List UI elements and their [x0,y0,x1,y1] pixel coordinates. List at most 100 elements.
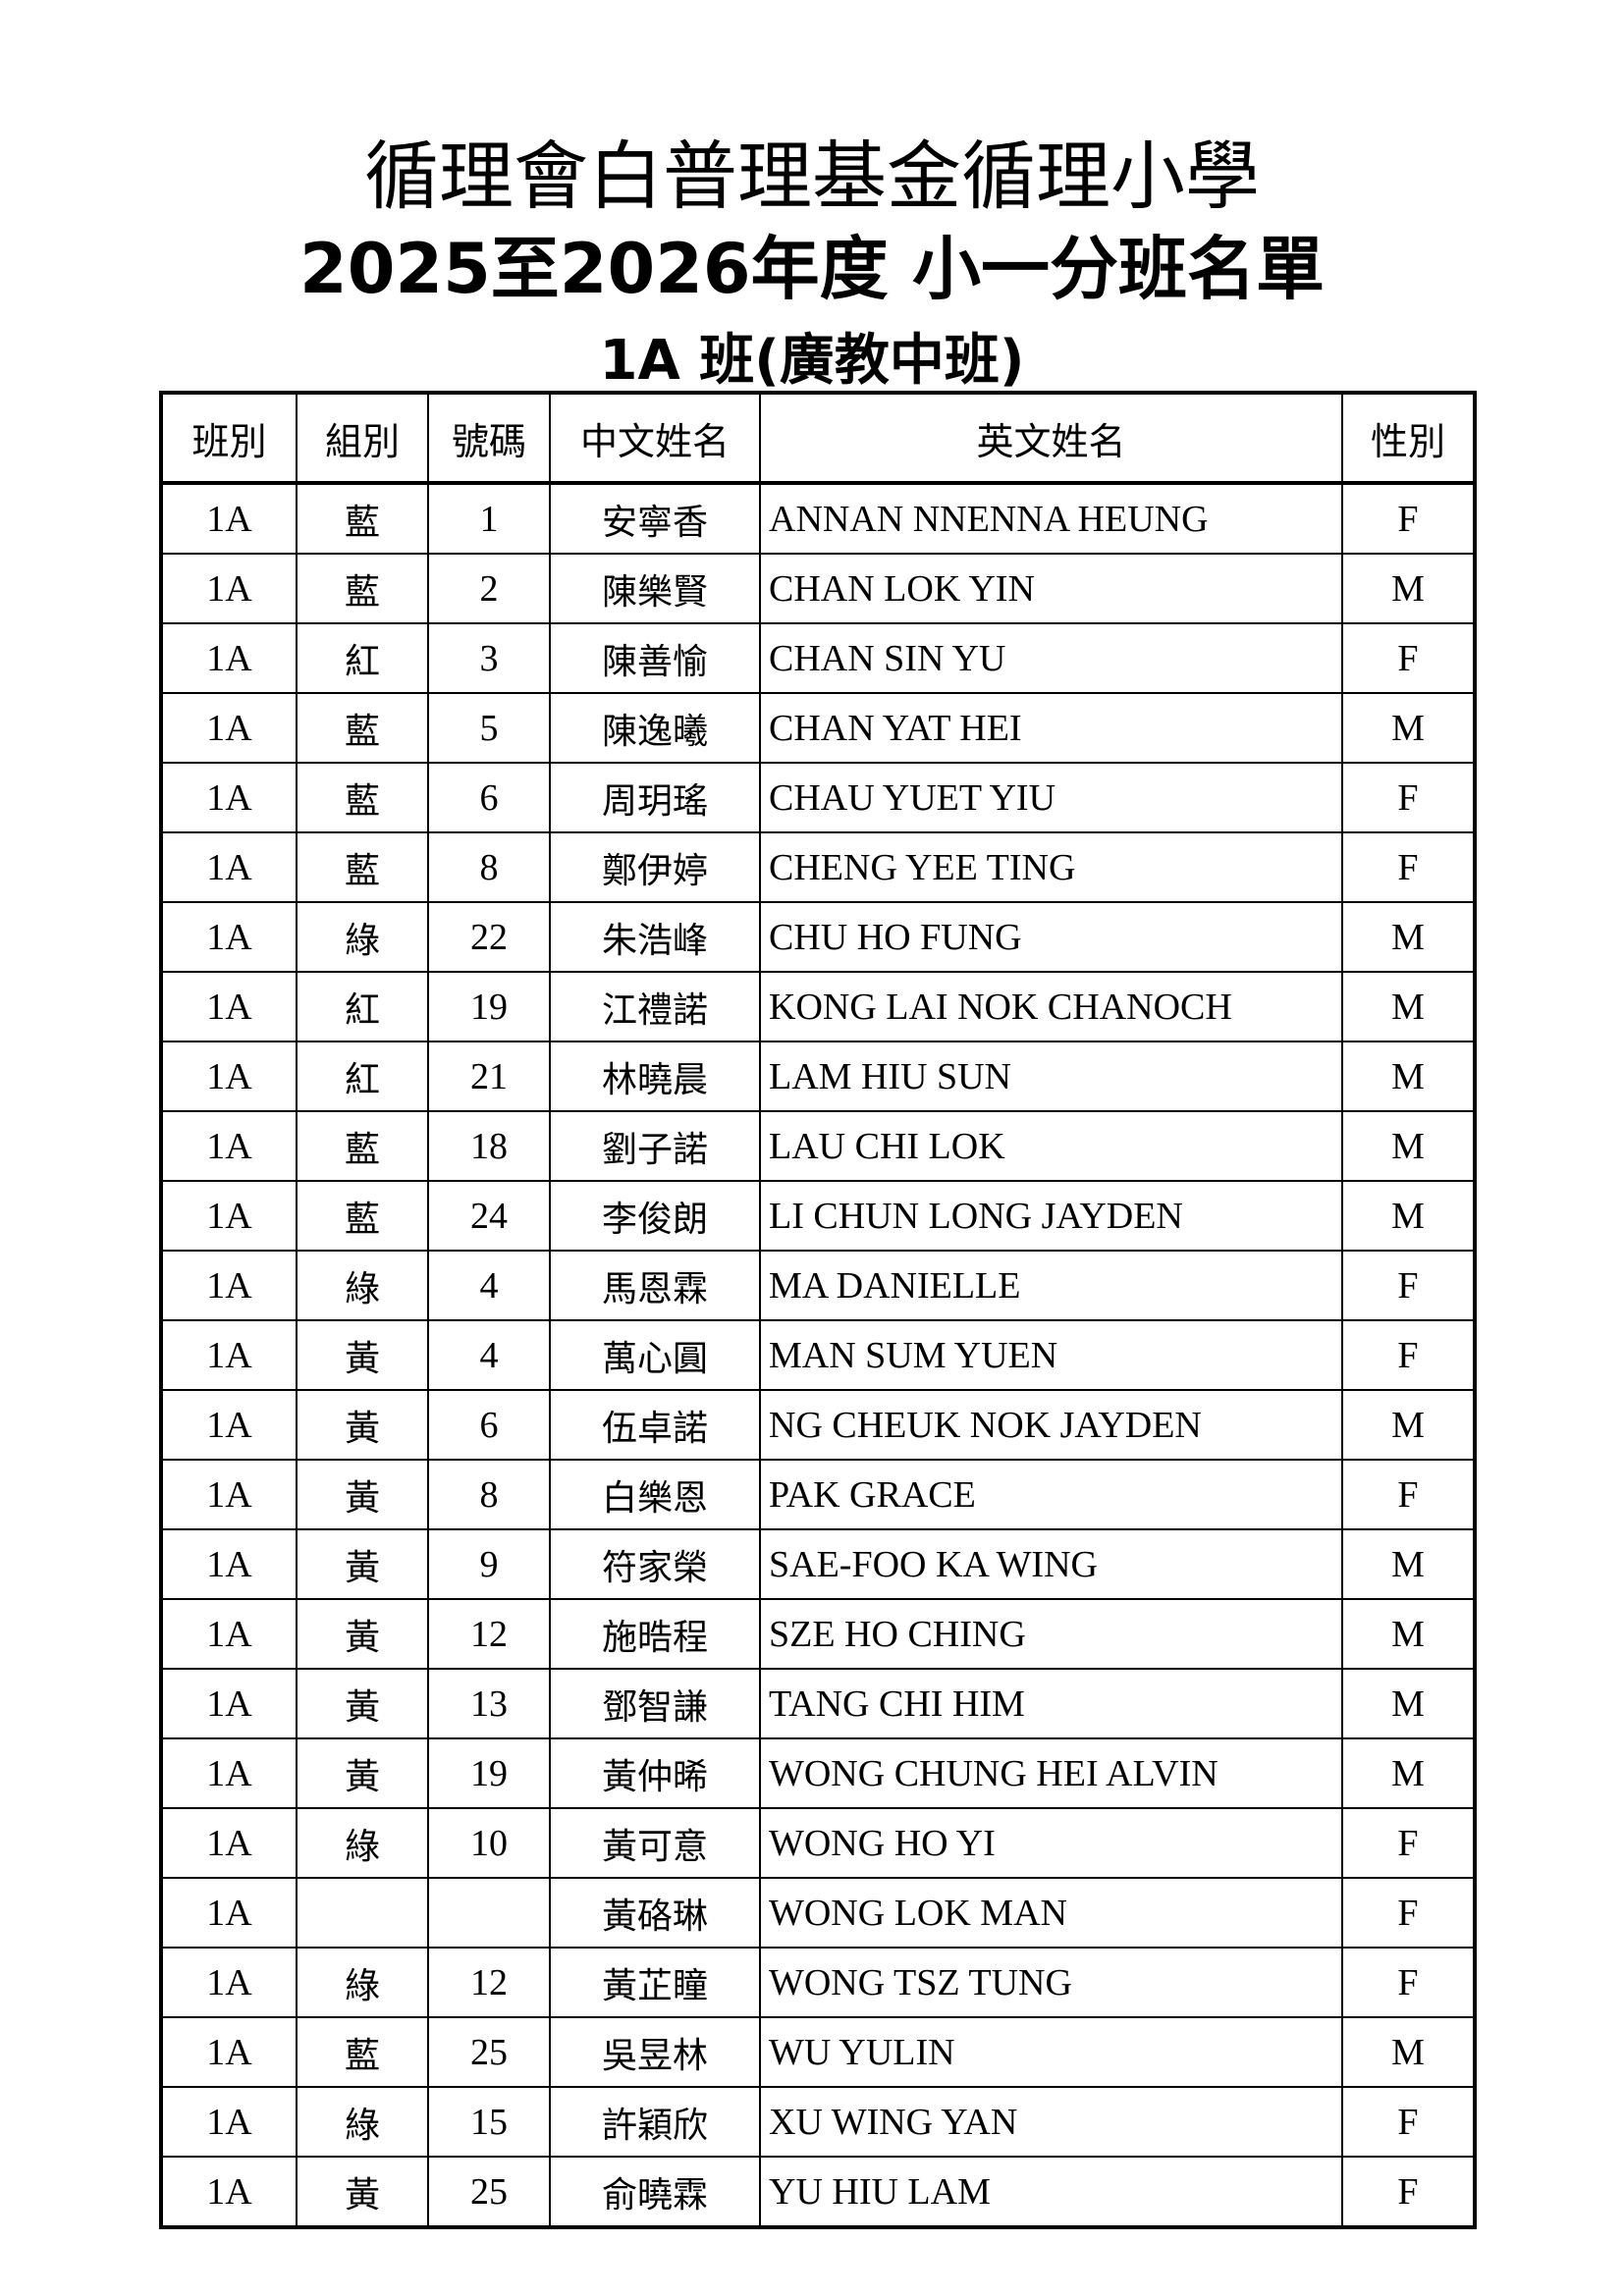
table-row: 1A 藍 8 鄭伊婷 CHENG YEE TING F [160,831,1476,903]
cell-english-name: CHAN SIN YU [759,622,1343,694]
table-row: 1A 綠 22 朱浩峰 CHU HO FUNG M [160,901,1476,973]
cell-class: 1A [160,1250,298,1321]
table-row: 1A 藍 5 陳逸曦 CHAN YAT HEI M [160,692,1476,764]
cell-chinese-name: 李俊朗 [549,1180,761,1252]
table-row: 1A 藍 18 劉子諾 LAU CHI LOK M [160,1110,1476,1182]
table-row: 1A 綠 15 許穎欣 XU WING YAN F [160,2086,1476,2158]
cell-gender: M [1341,1737,1476,1809]
cell-class: 1A [160,692,298,764]
cell-group: 黃 [296,1737,429,1809]
cell-number: 25 [427,2016,551,2088]
cell-english-name: KONG LAI NOK CHANOCH [759,971,1343,1042]
cell-number: 10 [427,1807,551,1879]
cell-group: 藍 [296,553,429,624]
header-number: 號碼 [427,392,551,485]
table-row: 1A 黃硌琳 WONG LOK MAN F [160,1877,1476,1949]
cell-chinese-name: 俞曉霖 [549,2156,761,2228]
cell-class: 1A [160,1737,298,1809]
cell-group: 藍 [296,762,429,833]
cell-gender: M [1341,1041,1476,1112]
cell-gender: M [1341,1598,1476,1670]
cell-class: 1A [160,2016,298,2088]
cell-number: 13 [427,1668,551,1739]
table-row: 1A 黃 6 伍卓諾 NG CHEUK NOK JAYDEN M [160,1389,1476,1461]
table-row: 1A 黃 9 符家榮 SAE-FOO KA WING M [160,1528,1476,1600]
cell-english-name: XU WING YAN [759,2086,1343,2158]
cell-chinese-name: 江禮諾 [549,971,761,1042]
cell-number: 22 [427,901,551,973]
cell-class: 1A [160,971,298,1042]
class-list-table: 班別 組別 號碼 中文姓名 英文姓名 性別 1A 藍 1 安寧香 ANNAN NNENNA HEU… [159,391,1477,2229]
header-gender: 性別 [1341,392,1476,485]
cell-english-name: WONG CHUNG HEI ALVIN [759,1737,1343,1809]
cell-chinese-name: 劉子諾 [549,1110,761,1182]
cell-group: 黃 [296,1528,429,1600]
cell-english-name: PAK GRACE [759,1459,1343,1530]
cell-gender: M [1341,2016,1476,2088]
cell-chinese-name: 陳逸曦 [549,692,761,764]
cell-number: 12 [427,1598,551,1670]
cell-gender: F [1341,1319,1476,1391]
cell-number: 5 [427,692,551,764]
cell-group: 藍 [296,1180,429,1252]
cell-class: 1A [160,1877,298,1949]
cell-chinese-name: 安寧香 [549,482,761,555]
cell-gender: F [1341,762,1476,833]
cell-gender: F [1341,1459,1476,1530]
table-row: 1A 藍 1 安寧香 ANNAN NNENNA HEUNG F [160,482,1476,555]
cell-class: 1A [160,622,298,694]
cell-number: 6 [427,762,551,833]
cell-chinese-name: 馬恩霖 [549,1250,761,1321]
cell-class: 1A [160,1807,298,1879]
cell-english-name: CHAN YAT HEI [759,692,1343,764]
cell-gender: M [1341,1110,1476,1182]
cell-group: 藍 [296,831,429,903]
cell-group: 紅 [296,971,429,1042]
table-row: 1A 綠 10 黃可意 WONG HO YI F [160,1807,1476,1879]
cell-gender: M [1341,901,1476,973]
cell-chinese-name: 施晧程 [549,1598,761,1670]
cell-class: 1A [160,2086,298,2158]
cell-number: 12 [427,1947,551,2018]
cell-number: 25 [427,2156,551,2228]
cell-english-name: CHENG YEE TING [759,831,1343,903]
cell-chinese-name: 黃芷瞳 [549,1947,761,2018]
table-row: 1A 綠 12 黃芷瞳 WONG TSZ TUNG F [160,1947,1476,2018]
cell-gender: F [1341,622,1476,694]
table-header: 班別 組別 號碼 中文姓名 英文姓名 性別 [160,392,1476,485]
cell-number: 6 [427,1389,551,1461]
cell-english-name: WONG LOK MAN [759,1877,1343,1949]
table-row: 1A 黃 19 黃仲晞 WONG CHUNG HEI ALVIN M [160,1737,1476,1809]
cell-number: 4 [427,1319,551,1391]
table-row: 1A 黃 8 白樂恩 PAK GRACE F [160,1459,1476,1530]
cell-gender: M [1341,692,1476,764]
cell-english-name: NG CHEUK NOK JAYDEN [759,1389,1343,1461]
cell-group: 綠 [296,901,429,973]
cell-gender: F [1341,1807,1476,1879]
cell-english-name: MA DANIELLE [759,1250,1343,1321]
cell-gender: F [1341,2086,1476,2158]
cell-chinese-name: 萬心圓 [549,1319,761,1391]
cell-class: 1A [160,1668,298,1739]
school-title: 循理會白普理基金循理小學 [364,133,1260,220]
table-row: 1A 黃 4 萬心圓 MAN SUM YUEN F [160,1319,1476,1391]
cell-group: 紅 [296,622,429,694]
cell-chinese-name: 鄧智謙 [549,1668,761,1739]
cell-class: 1A [160,1319,298,1391]
cell-english-name: SAE-FOO KA WING [759,1528,1343,1600]
cell-chinese-name: 許穎欣 [549,2086,761,2158]
cell-group: 黃 [296,1668,429,1739]
cell-number: 18 [427,1110,551,1182]
cell-number: 19 [427,971,551,1042]
cell-number: 15 [427,2086,551,2158]
table-row: 1A 藍 24 李俊朗 LI CHUN LONG JAYDEN M [160,1180,1476,1252]
cell-gender: F [1341,1947,1476,2018]
cell-english-name: YU HIU LAM [759,2156,1343,2228]
cell-gender: M [1341,1668,1476,1739]
header-english-name: 英文姓名 [759,392,1343,485]
cell-chinese-name: 鄭伊婷 [549,831,761,903]
list-title: 2025至2026年度 小一分班名單 [298,229,1326,309]
cell-chinese-name: 符家榮 [549,1528,761,1600]
cell-chinese-name: 黃硌琳 [549,1877,761,1949]
cell-english-name: SZE HO CHING [759,1598,1343,1670]
